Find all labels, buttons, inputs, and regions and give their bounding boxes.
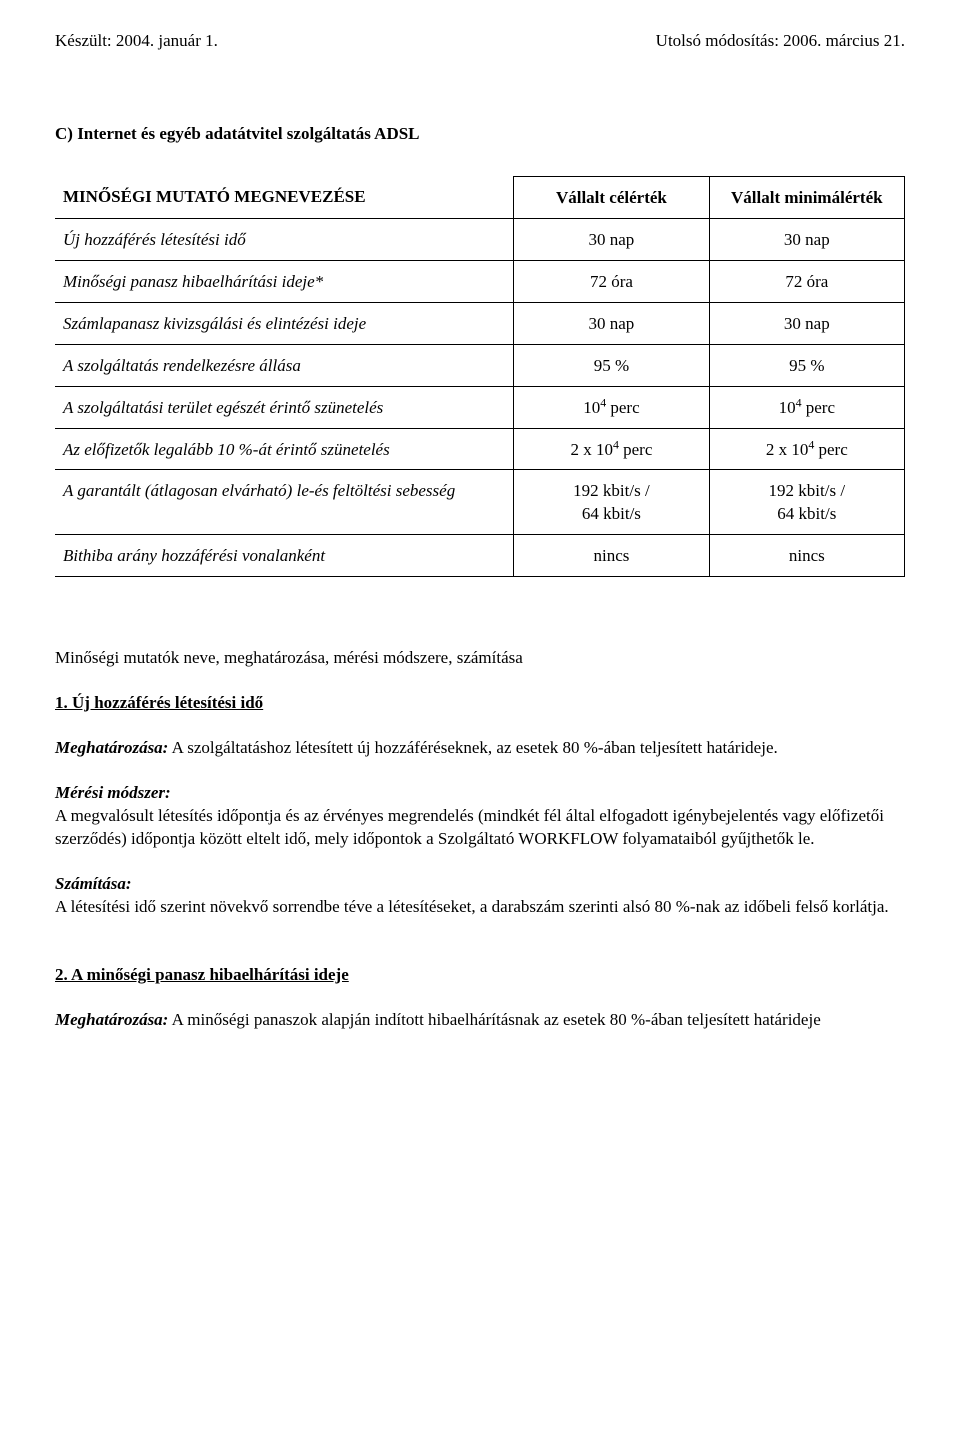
row-val1: 30 nap (514, 302, 709, 344)
row-val1: 72 óra (514, 260, 709, 302)
definition-text: A minőségi panaszok alapján indított hib… (168, 1010, 820, 1029)
header-col2: Vállalt minimálérték (709, 176, 904, 218)
row-val1: 192 kbit/s / 64 kbit/s (514, 470, 709, 535)
calc-label: Számítása: (55, 873, 905, 896)
row-name: Minőségi panasz hibaelhárítási ideje* (55, 260, 514, 302)
section-1-definition: Meghatározása: A szolgáltatáshoz létesít… (55, 737, 905, 760)
table-row: Új hozzáférés létesítési idő 30 nap 30 n… (55, 218, 905, 260)
table-row: A szolgáltatás rendelkezésre állása 95 %… (55, 344, 905, 386)
row-name: A garantált (átlagosan elvárható) le-és … (55, 470, 514, 535)
definition-label: Meghatározása: (55, 738, 168, 757)
row-val1: 95 % (514, 344, 709, 386)
row-name: Bithiba arány hozzáférési vonalanként (55, 535, 514, 577)
definition-text: A szolgáltatáshoz létesített új hozzáfér… (168, 738, 777, 757)
created-date: Készült: 2004. január 1. (55, 30, 218, 53)
row-val2: nincs (709, 535, 904, 577)
row-name: Új hozzáférés létesítési idő (55, 218, 514, 260)
row-name: Az előfizetők legalább 10 %-át érintő sz… (55, 428, 514, 470)
section-title: C) Internet és egyéb adatátvitel szolgál… (55, 123, 905, 146)
page-header: Készült: 2004. január 1. Utolsó módosítá… (55, 30, 905, 53)
modified-date: Utolsó módosítás: 2006. március 21. (656, 30, 905, 53)
row-val1: 30 nap (514, 218, 709, 260)
row-val2: 2 x 104 perc (709, 428, 904, 470)
table-row: A garantált (átlagosan elvárható) le-és … (55, 470, 905, 535)
section-1-calc: Számítása: A létesítési idő szerint növe… (55, 873, 905, 919)
row-name: A szolgáltatás rendelkezésre állása (55, 344, 514, 386)
table-row: A szolgáltatási terület egészét érintő s… (55, 386, 905, 428)
section-1-heading: 1. Új hozzáférés létesítési idő (55, 692, 905, 715)
row-val2: 104 perc (709, 386, 904, 428)
row-val2: 72 óra (709, 260, 904, 302)
method-label: Mérési módszer: (55, 782, 905, 805)
row-val2: 95 % (709, 344, 904, 386)
row-val2: 192 kbit/s / 64 kbit/s (709, 470, 904, 535)
table-row: Az előfizetők legalább 10 %-át érintő sz… (55, 428, 905, 470)
definition-label: Meghatározása: (55, 1010, 168, 1029)
method-text: A megvalósult létesítés időpontja és az … (55, 805, 905, 851)
section-2-heading: 2. A minőségi panasz hibaelhárítási idej… (55, 964, 905, 987)
row-name: A szolgáltatási terület egészét érintő s… (55, 386, 514, 428)
row-val1: 104 perc (514, 386, 709, 428)
table-row: Bithiba arány hozzáférési vonalanként ni… (55, 535, 905, 577)
table-row: Minőségi panasz hibaelhárítási ideje* 72… (55, 260, 905, 302)
header-name: MINŐSÉGI MUTATÓ MEGNEVEZÉSE (55, 176, 514, 218)
row-val1: nincs (514, 535, 709, 577)
row-name: Számlapanasz kivizsgálási és elintézési … (55, 302, 514, 344)
header-col1: Vállalt célérték (514, 176, 709, 218)
section-2-definition: Meghatározása: A minőségi panaszok alapj… (55, 1009, 905, 1032)
table-row: Számlapanasz kivizsgálási és elintézési … (55, 302, 905, 344)
row-val1: 2 x 104 perc (514, 428, 709, 470)
row-val2: 30 nap (709, 218, 904, 260)
table-header-row: MINŐSÉGI MUTATÓ MEGNEVEZÉSE Vállalt célé… (55, 176, 905, 218)
calc-text: A létesítési idő szerint növekvő sorrend… (55, 896, 905, 919)
quality-table: MINŐSÉGI MUTATÓ MEGNEVEZÉSE Vállalt célé… (55, 176, 905, 577)
subtitle: Minőségi mutatók neve, meghatározása, mé… (55, 647, 905, 670)
section-1-method: Mérési módszer: A megvalósult létesítés … (55, 782, 905, 851)
row-val2: 30 nap (709, 302, 904, 344)
